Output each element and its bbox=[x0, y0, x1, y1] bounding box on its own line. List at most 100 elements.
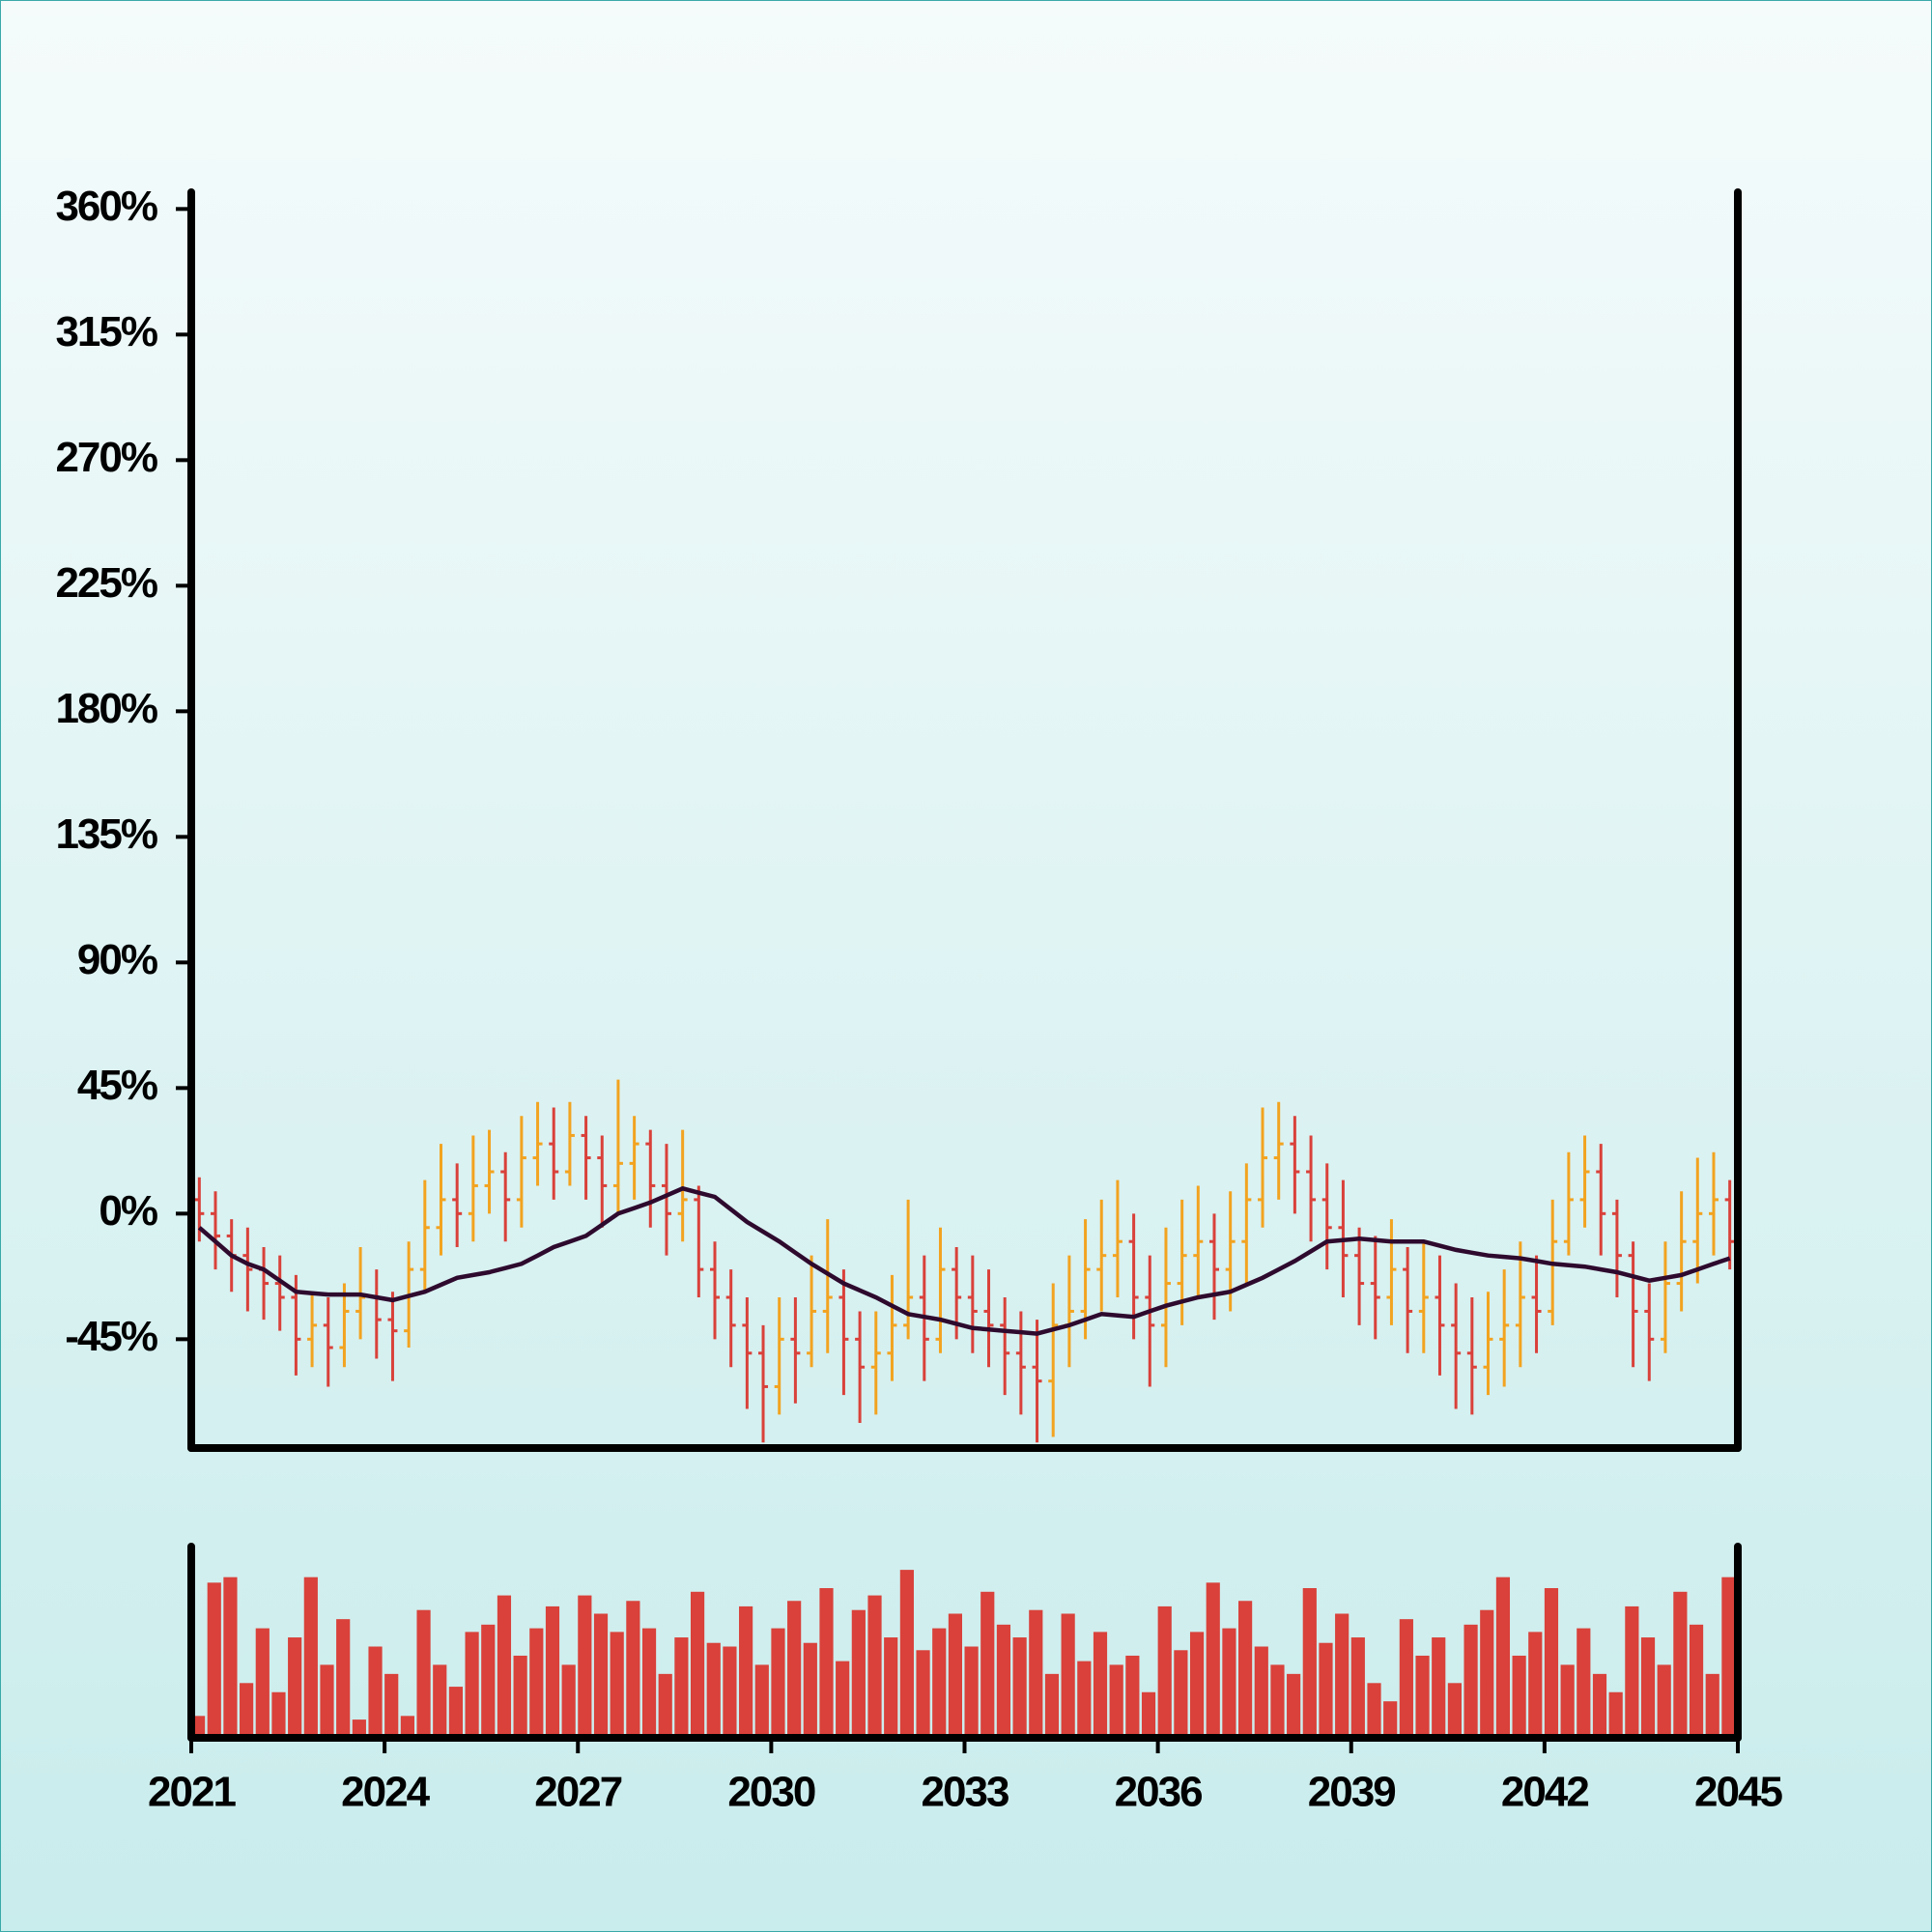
x-tick-label: 2027 bbox=[534, 1769, 621, 1816]
volume-bar bbox=[884, 1637, 898, 1738]
volume-bar bbox=[803, 1642, 817, 1738]
volume-bar bbox=[1174, 1650, 1188, 1738]
volume-bar bbox=[1302, 1588, 1317, 1738]
volume-bar bbox=[641, 1628, 657, 1738]
volume-bar bbox=[1673, 1591, 1688, 1738]
volume-bar bbox=[1157, 1605, 1172, 1738]
x-tick-label: 2042 bbox=[1501, 1769, 1588, 1816]
volume-bar bbox=[690, 1591, 705, 1738]
volume-bar bbox=[1463, 1624, 1478, 1738]
volume-bar bbox=[593, 1613, 609, 1738]
volume-bar bbox=[1109, 1664, 1123, 1738]
volume-bar bbox=[465, 1632, 479, 1738]
y-tick-label: 90% bbox=[77, 936, 157, 983]
volume-bar bbox=[980, 1591, 995, 1738]
volume-bar bbox=[1238, 1601, 1253, 1738]
volume-bar bbox=[384, 1673, 399, 1738]
volume-bar bbox=[400, 1716, 414, 1738]
volume-bar bbox=[1608, 1691, 1623, 1738]
volume-bar bbox=[723, 1646, 737, 1738]
volume-bar bbox=[1480, 1609, 1494, 1738]
volume-bar bbox=[529, 1628, 544, 1738]
volume-bar bbox=[1029, 1609, 1043, 1738]
volume-bar bbox=[739, 1605, 753, 1738]
volume-bar bbox=[916, 1650, 930, 1738]
volume-bar bbox=[513, 1655, 527, 1738]
volume-bar bbox=[240, 1683, 254, 1738]
volume-bar bbox=[1270, 1664, 1285, 1738]
x-tick-label: 2030 bbox=[727, 1769, 814, 1816]
moving-average-line bbox=[197, 1185, 1731, 1336]
x-tick-label: 2024 bbox=[341, 1769, 430, 1816]
volume-bar bbox=[1044, 1673, 1060, 1738]
volume-bar bbox=[1495, 1577, 1511, 1738]
y-tick-label: 270% bbox=[55, 434, 156, 481]
volume-bar bbox=[964, 1646, 979, 1738]
x-tick-label: 2021 bbox=[148, 1769, 236, 1816]
volume-bar bbox=[207, 1582, 221, 1738]
volume-bar bbox=[754, 1664, 769, 1738]
volume-bar bbox=[899, 1570, 914, 1738]
volume-bar bbox=[1254, 1646, 1268, 1738]
volume-bar bbox=[1093, 1632, 1108, 1738]
x-tick-label: 2033 bbox=[922, 1769, 1009, 1816]
volume-bar bbox=[1399, 1619, 1413, 1738]
volume-bar bbox=[658, 1673, 672, 1738]
x-tick-label: 2039 bbox=[1308, 1769, 1395, 1816]
volume-bar bbox=[1512, 1655, 1526, 1738]
volume-bar bbox=[1222, 1628, 1236, 1738]
volume-bar bbox=[706, 1642, 721, 1738]
volume-bar bbox=[497, 1595, 512, 1738]
volume-bar bbox=[352, 1719, 366, 1738]
volume-bar bbox=[626, 1601, 640, 1738]
volume-bar bbox=[578, 1595, 592, 1738]
volume-bar bbox=[320, 1664, 334, 1738]
volume-bar bbox=[561, 1664, 576, 1738]
volume-bar bbox=[368, 1646, 383, 1738]
volume-bar bbox=[1206, 1582, 1220, 1738]
volume-bar bbox=[1077, 1661, 1092, 1738]
volume-bar bbox=[948, 1613, 962, 1738]
volume-bar bbox=[1061, 1613, 1075, 1738]
volume-bar bbox=[1705, 1673, 1719, 1738]
volume-bar bbox=[932, 1628, 947, 1738]
volume-bar bbox=[303, 1577, 318, 1738]
x-tick-label: 2045 bbox=[1694, 1769, 1782, 1816]
volume-bar bbox=[1592, 1673, 1607, 1738]
volume-bar bbox=[836, 1661, 850, 1738]
volume-bar bbox=[1657, 1664, 1671, 1738]
volume-bar bbox=[1640, 1637, 1656, 1738]
volume-bar bbox=[1447, 1683, 1462, 1738]
volume-bar bbox=[545, 1605, 560, 1738]
volume-bar bbox=[1319, 1642, 1333, 1738]
volume-bar bbox=[1689, 1624, 1704, 1738]
volume-bar bbox=[1721, 1577, 1736, 1738]
volume-bar bbox=[819, 1588, 834, 1738]
volume-bar bbox=[223, 1577, 238, 1738]
volume-bar bbox=[1544, 1588, 1559, 1738]
volume-bar bbox=[271, 1691, 286, 1738]
volume-bar bbox=[1141, 1691, 1156, 1738]
y-tick-label: 180% bbox=[55, 685, 156, 732]
y-tick-label: 135% bbox=[55, 810, 156, 858]
volume-bar bbox=[1577, 1628, 1591, 1738]
volume-bar bbox=[1560, 1664, 1575, 1738]
volume-bar bbox=[1335, 1613, 1350, 1738]
y-tick-label: 315% bbox=[55, 308, 156, 355]
volume-bar bbox=[996, 1624, 1011, 1738]
volume-bar bbox=[610, 1632, 624, 1738]
y-tick-label: 0% bbox=[99, 1187, 156, 1235]
volume-bar bbox=[288, 1637, 302, 1738]
y-tick-label: 45% bbox=[77, 1062, 157, 1109]
volume-bar bbox=[787, 1601, 802, 1738]
volume-bar bbox=[1287, 1673, 1301, 1738]
y-tick-label: 225% bbox=[55, 559, 156, 607]
volume-bar bbox=[851, 1609, 866, 1738]
volume-bar bbox=[674, 1637, 689, 1738]
volume-bar bbox=[416, 1609, 431, 1738]
volume-bar bbox=[1189, 1632, 1205, 1738]
volume-bar bbox=[1367, 1683, 1381, 1738]
volume-bar bbox=[433, 1664, 447, 1738]
volume-bar bbox=[1350, 1637, 1365, 1738]
